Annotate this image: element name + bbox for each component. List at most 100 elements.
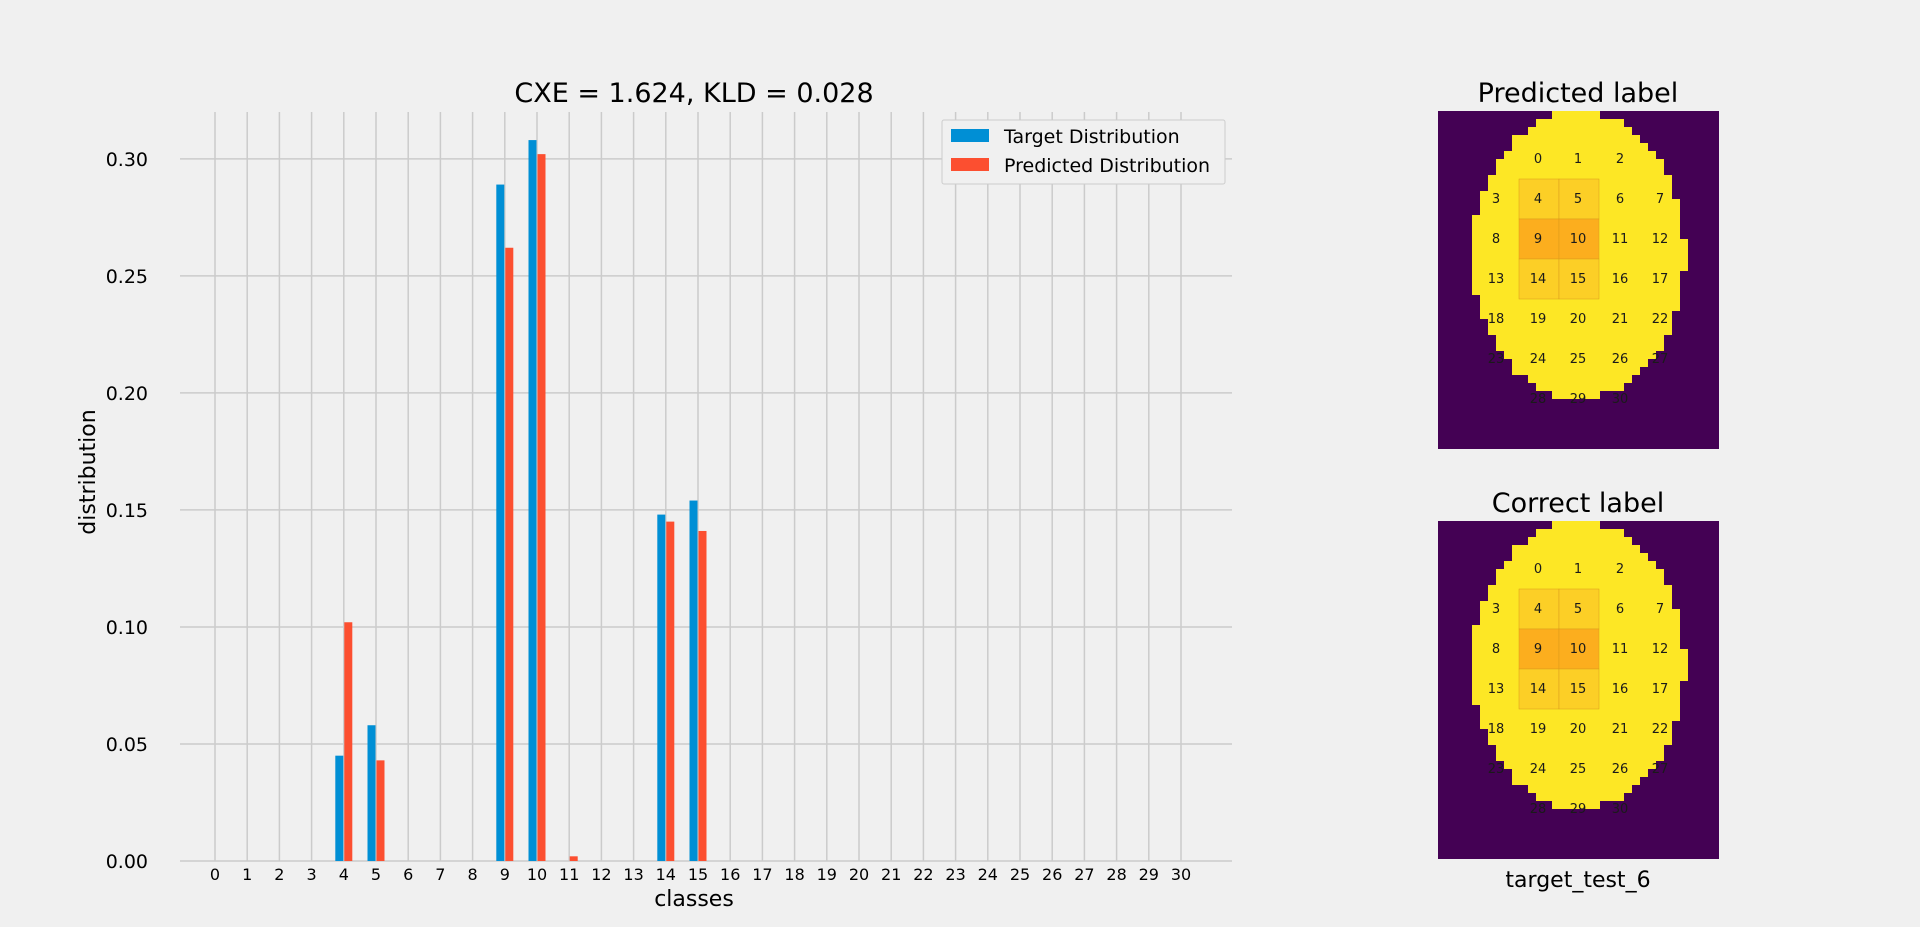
x-tick-label: 15: [688, 865, 708, 884]
x-tick-label: 13: [623, 865, 643, 884]
cell-label-15: 15: [1570, 272, 1587, 287]
cell-label-5: 5: [1574, 602, 1582, 617]
correct-label-xlabel: target_test_6: [1505, 868, 1650, 893]
legend-swatch-target: [951, 129, 989, 142]
target-bar-5: [367, 725, 376, 861]
cell-label-10: 10: [1570, 232, 1587, 247]
predicted-bar-15: [698, 530, 707, 861]
highlight-cell-4: [1518, 588, 1560, 630]
bars: [335, 140, 707, 862]
cell-label-6: 6: [1616, 602, 1624, 617]
bar-chart: CXE = 1.624, KLD = 0.028 0.00 0.05 0.10 0.1…: [76, 78, 1232, 912]
x-tick-label: 18: [784, 865, 804, 884]
predicted-label-title: Predicted label: [1478, 78, 1679, 109]
cell-label-1: 1: [1574, 562, 1582, 577]
cell-label-3: 3: [1492, 602, 1500, 617]
cell-label-15: 15: [1570, 682, 1587, 697]
y-tick-label: 0.20: [106, 383, 148, 405]
x-tick-label: 25: [1010, 865, 1030, 884]
cell-label-11: 11: [1612, 642, 1629, 657]
cell-label-17: 17: [1652, 272, 1669, 287]
cell-label-27: 27: [1652, 762, 1669, 777]
cell-label-18: 18: [1488, 312, 1505, 327]
target-bar-4: [335, 755, 344, 861]
cell-label-8: 8: [1492, 232, 1500, 247]
cell-label-13: 13: [1488, 682, 1505, 697]
cell-label-13: 13: [1488, 272, 1505, 287]
target-bar-14: [657, 514, 666, 861]
x-tick-label: 30: [1171, 865, 1191, 884]
legend-swatch-predicted: [951, 158, 989, 171]
cell-label-28: 28: [1530, 802, 1547, 817]
cell-label-21: 21: [1612, 722, 1629, 737]
cell-label-16: 16: [1612, 272, 1629, 287]
cell-label-16: 16: [1612, 682, 1629, 697]
x-tick-label: 19: [817, 865, 837, 884]
x-tick-label: 21: [881, 865, 901, 884]
cell-label-9: 9: [1534, 642, 1542, 657]
y-tick-labels: 0.00 0.05 0.10 0.15 0.20 0.25 0.30: [106, 149, 148, 873]
y-tick-label: 0.30: [106, 149, 148, 171]
cell-label-26: 26: [1612, 762, 1629, 777]
target-bar-10: [528, 140, 537, 861]
cell-label-28: 28: [1530, 392, 1547, 407]
highlight-cell-10: [1558, 218, 1600, 260]
cell-label-8: 8: [1492, 642, 1500, 657]
cell-label-29: 29: [1570, 392, 1587, 407]
cell-label-9: 9: [1534, 232, 1542, 247]
y-tick-label: 0.00: [106, 851, 148, 873]
cell-label-25: 25: [1570, 352, 1587, 367]
highlight-cell-5: [1558, 178, 1600, 220]
cell-label-6: 6: [1616, 192, 1624, 207]
x-tick-label: 11: [559, 865, 579, 884]
x-tick-label: 12: [591, 865, 611, 884]
x-tick-label: 4: [339, 865, 349, 884]
x-axis-label: classes: [654, 887, 734, 912]
cell-label-20: 20: [1570, 722, 1587, 737]
target-bar-15: [689, 500, 698, 861]
predicted-bar-11: [569, 856, 578, 861]
cell-label-22: 22: [1652, 312, 1669, 327]
highlight-cell-9: [1518, 218, 1560, 260]
predicted-bar-9: [505, 247, 514, 862]
cell-label-10: 10: [1570, 642, 1587, 657]
cell-label-29: 29: [1570, 802, 1587, 817]
x-tick-label: 7: [435, 865, 445, 884]
cell-label-24: 24: [1530, 762, 1547, 777]
x-tick-label: 10: [527, 865, 547, 884]
predicted-bar-10: [537, 154, 546, 862]
predicted-bar-4: [344, 622, 353, 861]
cell-label-20: 20: [1570, 312, 1587, 327]
x-tick-label: 9: [500, 865, 510, 884]
cell-label-30: 30: [1612, 392, 1629, 407]
x-tick-label: 20: [849, 865, 869, 884]
cell-label-17: 17: [1652, 682, 1669, 697]
cell-label-19: 19: [1530, 722, 1547, 737]
predicted-bar-5: [376, 760, 385, 861]
y-tick-label: 0.15: [106, 500, 148, 522]
cell-label-22: 22: [1652, 722, 1669, 737]
predicted-bar-14: [666, 521, 675, 861]
y-tick-label: 0.25: [106, 266, 148, 288]
grid: [180, 112, 1232, 862]
cell-label-11: 11: [1612, 232, 1629, 247]
cell-label-2: 2: [1616, 562, 1624, 577]
correct-label-title: Correct label: [1492, 488, 1664, 519]
y-tick-label: 0.10: [106, 617, 148, 639]
x-tick-label: 26: [1042, 865, 1062, 884]
highlight-cell-4: [1518, 178, 1560, 220]
highlight-cell-10: [1558, 628, 1600, 670]
cell-label-4: 4: [1534, 602, 1542, 617]
cell-label-27: 27: [1652, 352, 1669, 367]
cell-label-5: 5: [1574, 192, 1582, 207]
highlight-cell-14: [1518, 258, 1560, 300]
y-tick-label: 0.05: [106, 734, 148, 756]
cell-label-0: 0: [1534, 562, 1542, 577]
x-tick-label: 0: [210, 865, 220, 884]
x-tick-label: 2: [274, 865, 284, 884]
x-tick-label: 28: [1106, 865, 1126, 884]
cell-label-26: 26: [1612, 352, 1629, 367]
x-tick-label: 24: [978, 865, 998, 884]
